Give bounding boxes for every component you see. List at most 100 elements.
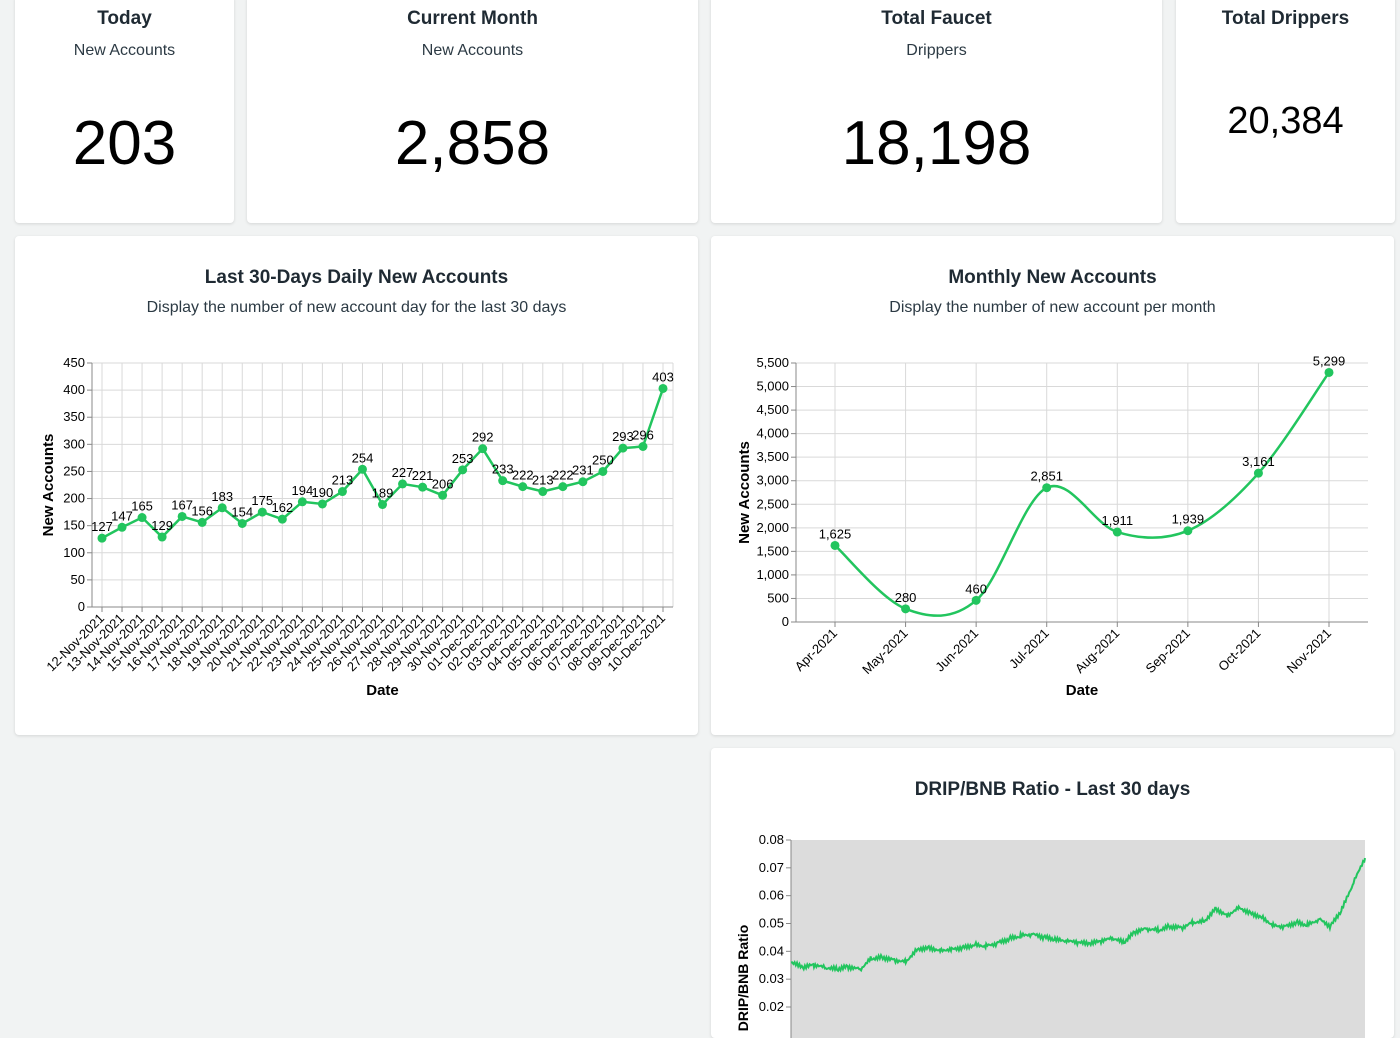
data-label: 296 [632,428,654,443]
data-point [1042,483,1052,493]
y-tick-label: 0.07 [759,860,784,875]
data-label: 280 [895,590,917,605]
data-point [317,499,327,509]
data-point [578,477,588,487]
data-label: 190 [312,485,334,500]
data-point [558,482,568,492]
kpi-subtitle: New Accounts [421,42,524,59]
data-point [297,497,307,507]
data-label: 194 [292,483,314,498]
data-point [378,500,387,510]
data-label: 189 [372,486,394,501]
data-label: 222 [512,468,534,483]
data-label: 233 [492,462,514,477]
kpi-value: 18,198 [841,109,1032,178]
y-tick-label: 450 [63,355,85,370]
y-tick-label: 3,000 [756,473,789,488]
kpi-value: 20,384 [1227,100,1344,142]
y-tick-label: 0.02 [759,999,784,1014]
data-label: 403 [652,369,674,384]
data-point [217,503,227,513]
kpi-value: 2,858 [394,109,551,178]
data-label: 129 [151,518,173,533]
kpi-title: Current Month [407,8,538,29]
data-label: 221 [412,468,434,483]
data-label: 250 [592,452,614,467]
y-tick-label: 0.03 [759,971,784,986]
y-tick-label: 0.04 [759,943,784,958]
data-point [618,443,628,453]
data-point [357,464,367,474]
data-label: 147 [111,508,133,523]
y-tick-label: 150 [63,518,85,533]
data-point [1112,527,1122,537]
data-label: 162 [271,500,293,515]
data-point [398,479,408,489]
data-label: 154 [231,504,253,519]
y-tick-label: 250 [63,463,85,478]
kpi-card-total-faucet: Total Faucet Drippers 18,198 [711,0,1162,223]
x-axis-title: Date [1066,682,1099,699]
data-label: 167 [171,497,193,512]
monthly-accounts-chart: 0 500 1,000 1,500 2,000 2,500 3,000 3,500 4,000 4… [736,353,1368,699]
data-label: 231 [572,463,594,478]
x-tick-label: Sep-2021 [1142,626,1192,676]
data-point [478,444,488,454]
data-point [1253,468,1263,478]
ratio-chart: 0.02 0.03 0.04 0.05 0.06 0.07 0.08 DRIP/BNB Rat… [735,832,1366,1038]
y-tick-label: 4,000 [756,426,789,441]
daily-accounts-chart: 05010015020025030035040045012-Nov-202113… [40,355,674,699]
data-point [1183,526,1193,536]
y-tick-label: 5,500 [756,355,789,370]
kpi-card-today: Today New Accounts 203 [15,0,234,223]
y-tick-label: 0.08 [759,832,784,847]
data-point [598,466,608,476]
data-label: 2,851 [1030,469,1063,484]
data-label: 206 [432,476,454,491]
kpi-card-total-drippers: Total Drippers 20,384 [1176,0,1395,223]
y-tick-label: 5,000 [756,379,789,394]
chart-title: DRIP/BNB Ratio - Last 30 days [914,779,1191,800]
y-tick-label: 1,500 [756,543,789,558]
data-point [97,533,107,543]
data-label: 254 [352,450,374,465]
data-label: 156 [191,503,213,518]
y-tick-label: 300 [63,436,85,451]
data-label: 222 [552,468,574,483]
data-point [638,442,648,452]
data-label: 292 [472,430,494,445]
x-axis-title: Date [366,682,399,699]
data-point [157,532,167,542]
y-tick-label: 100 [63,545,85,560]
kpi-title: Today [97,8,152,29]
data-point [518,482,528,492]
y-tick-label: 3,500 [756,449,789,464]
x-tick-label: Aug-2021 [1072,626,1122,676]
data-label: 293 [612,429,634,444]
y-tick-label: 0 [782,614,789,629]
chart-card-daily: Last 30-Days Daily New Accounts Display … [15,236,698,735]
data-point [418,482,428,492]
y-axis-title: New Accounts [736,441,753,544]
series-line [834,371,1331,617]
data-point [538,487,548,497]
data-label: 3,161 [1242,454,1275,469]
kpi-title: Total Drippers [1221,8,1350,29]
data-point [658,383,668,393]
data-label: 213 [332,473,354,488]
data-label: 165 [131,499,153,514]
chart-title: Last 30-Days Daily New Accounts [204,267,509,288]
x-tick-label: Oct-2021 [1215,626,1263,674]
data-label: 1,911 [1101,513,1133,528]
x-tick-label: Jul-2021 [1006,626,1052,672]
y-tick-label: 350 [63,409,85,424]
y-tick-label: 4,500 [756,402,789,417]
data-label: 175 [251,493,273,508]
data-label: 213 [532,473,554,488]
y-tick-label: 0.06 [759,888,784,903]
data-point [438,490,448,500]
y-tick-label: 1,000 [756,567,789,582]
y-tick-label: 2,500 [756,496,789,511]
data-point [498,476,508,486]
y-tick-label: 400 [63,382,85,397]
